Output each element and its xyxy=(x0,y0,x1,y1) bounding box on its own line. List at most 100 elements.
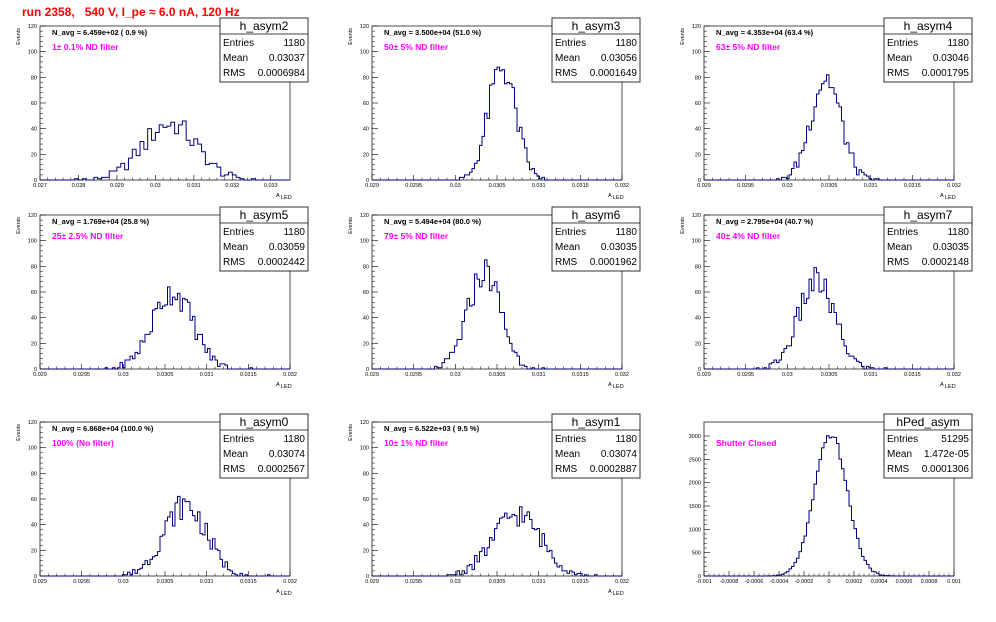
x-tick-label: 0.032 xyxy=(283,579,297,585)
stats-value-entries: 1180 xyxy=(615,38,637,49)
navg-label: N_avg = 5.494e+04 (80.0 %) xyxy=(384,217,482,226)
x-tick-label: 0.029 xyxy=(33,579,47,585)
stats-value-mean: 0.03035 xyxy=(601,242,638,253)
y-axis-label: Events xyxy=(680,217,686,234)
histogram-line xyxy=(372,66,622,181)
x-tick-label: 0.03 xyxy=(118,579,129,585)
x-tick-label: 0.0315 xyxy=(240,579,257,585)
y-tick-label: 60 xyxy=(31,497,37,503)
y-tick-label: 100 xyxy=(692,239,701,245)
x-axis-label-subscript: LED xyxy=(945,384,956,390)
x-tick-label: 0.001 xyxy=(947,579,961,585)
x-tick-label: 0.03 xyxy=(118,372,129,378)
x-tick-label: 0.0006 xyxy=(896,579,913,585)
y-tick-label: 120 xyxy=(692,213,701,219)
x-axis-label-subscript: LED xyxy=(281,591,292,597)
stats-histogram-name: h_asym3 xyxy=(572,19,621,33)
stats-key-rms: RMS xyxy=(223,68,246,79)
x-tick-label: 0.031 xyxy=(187,183,201,189)
y-tick-label: 60 xyxy=(31,101,37,107)
y-tick-label: 60 xyxy=(363,497,369,503)
stats-value-entries: 1180 xyxy=(615,227,637,238)
x-axis-label: A xyxy=(608,589,612,595)
stats-key-mean: Mean xyxy=(555,242,580,253)
x-tick-label: 0.0305 xyxy=(821,372,838,378)
y-tick-label: 1500 xyxy=(689,504,701,510)
x-tick-label: 0.0305 xyxy=(157,579,174,585)
filter-label: 1± 0.1% ND filter xyxy=(52,42,119,52)
y-tick-label: 80 xyxy=(31,471,37,477)
y-tick-label: 120 xyxy=(692,24,701,30)
x-tick-label: 0.032 xyxy=(283,372,297,378)
y-tick-label: 20 xyxy=(695,341,701,347)
filter-label: 79± 5% ND filter xyxy=(384,231,449,241)
stats-key-rms: RMS xyxy=(887,68,910,79)
stats-key-rms: RMS xyxy=(555,464,578,475)
x-tick-label: 0.0295 xyxy=(737,183,754,189)
histogram-line xyxy=(40,120,290,181)
x-tick-label: -0.0004 xyxy=(770,579,789,585)
stats-histogram-name: h_asym4 xyxy=(904,19,953,33)
x-tick-label: 0.032 xyxy=(225,183,239,189)
stats-key-mean: Mean xyxy=(223,449,248,460)
stats-value-entries: 1180 xyxy=(947,227,969,238)
y-tick-label: 20 xyxy=(31,152,37,158)
histogram-svg: -0.001 -0.0008 -0.0006 -0.0004 -0.0002 0 0.000… xyxy=(689,413,973,585)
y-tick-label: 0 xyxy=(698,367,701,373)
histogram-panel-h-asym7: 0.029 0.0295 0.03 0.0305 0.031 0.0315 0.032 0 20… xyxy=(664,206,996,414)
navg-label: N_avg = 4.353e+04 (63.4 %) xyxy=(716,28,814,37)
y-axis-label: Events xyxy=(16,217,22,234)
y-axis-label: Events xyxy=(680,28,686,45)
filter-label: 10± 1% ND filter xyxy=(384,438,449,448)
y-tick-label: 20 xyxy=(31,341,37,347)
stats-box xyxy=(551,413,641,479)
stats-key-entries: Entries xyxy=(555,434,586,445)
stats-value-mean: 0.03074 xyxy=(269,449,306,460)
x-axis-label: A xyxy=(276,589,280,595)
y-tick-label: 60 xyxy=(31,290,37,296)
stats-value-mean: 0.03056 xyxy=(601,53,638,64)
y-tick-label: 100 xyxy=(28,50,37,56)
y-tick-label: 20 xyxy=(363,341,369,347)
y-tick-label: 60 xyxy=(363,290,369,296)
y-tick-label: 40 xyxy=(695,316,701,322)
x-tick-label: 0.0315 xyxy=(572,183,589,189)
x-tick-label: 0.03 xyxy=(450,579,461,585)
histogram-svg: 0.029 0.0295 0.03 0.0305 0.031 0.0315 0.032 0 20… xyxy=(348,413,641,597)
x-tick-label: 0.0295 xyxy=(737,372,754,378)
y-tick-label: 0 xyxy=(366,367,369,373)
stats-histogram-name: h_asym2 xyxy=(240,19,289,33)
navg-label: N_avg = 6.522e+03 ( 9.5 %) xyxy=(384,424,480,433)
y-tick-label: 0 xyxy=(34,367,37,373)
histogram-panel-hped-asym: -0.001 -0.0008 -0.0006 -0.0004 -0.0002 0 0.000… xyxy=(664,413,996,621)
x-tick-label: 0.029 xyxy=(365,183,379,189)
y-tick-label: 0 xyxy=(366,574,369,580)
stats-value-mean: 0.03059 xyxy=(269,242,306,253)
histogram-panel-h-asym0: 0.029 0.0295 0.03 0.0305 0.031 0.0315 0.032 0 20… xyxy=(0,413,332,621)
x-tick-label: 0.031 xyxy=(200,372,214,378)
y-tick-label: 120 xyxy=(360,420,369,426)
x-axis-label-subscript: LED xyxy=(613,591,624,597)
x-axis-label-subscript: LED xyxy=(613,195,624,201)
y-tick-label: 120 xyxy=(28,24,37,30)
y-tick-label: 20 xyxy=(363,548,369,554)
stats-key-entries: Entries xyxy=(887,434,918,445)
y-axis-label: Events xyxy=(348,28,354,45)
y-tick-label: 100 xyxy=(28,239,37,245)
x-tick-label: 0.03 xyxy=(450,372,461,378)
x-tick-label: 0.028 xyxy=(72,183,86,189)
x-axis-label-subscript: LED xyxy=(281,195,292,201)
x-tick-label: 0.032 xyxy=(615,372,629,378)
y-tick-label: 40 xyxy=(363,523,369,529)
histogram-line xyxy=(40,286,290,370)
stats-value-entries: 1180 xyxy=(283,227,305,238)
histogram-svg: 0.029 0.0295 0.03 0.0305 0.031 0.0315 0.032 0 20… xyxy=(16,206,309,390)
page-title: run 2358, 540 V, I_pe ≈ 6.0 nA, 120 Hz xyxy=(22,5,240,19)
y-tick-label: 80 xyxy=(363,264,369,270)
x-tick-label: 0.03 xyxy=(782,372,793,378)
x-tick-label: 0.029 xyxy=(33,372,47,378)
x-tick-label: -0.0002 xyxy=(795,579,814,585)
x-tick-label: 0.029 xyxy=(697,372,711,378)
stats-value-entries: 1180 xyxy=(283,434,305,445)
x-tick-label: 0.032 xyxy=(947,183,961,189)
